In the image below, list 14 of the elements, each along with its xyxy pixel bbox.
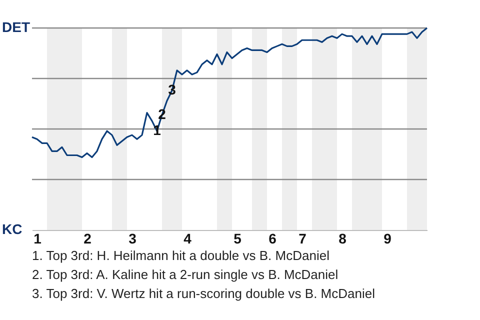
x-tick-label: 6 (268, 230, 277, 246)
x-tick-label: 1 (34, 230, 42, 246)
x-tick-label: 8 (338, 230, 347, 246)
text: 1. Top 3rd: H. Heilmann hit a double vs B. McDaniel (32, 247, 330, 265)
x-tick-label: 2 (84, 230, 92, 246)
text: DET (2, 19, 30, 35)
text: KC (2, 221, 22, 237)
x-tick-label: 7 (298, 230, 307, 246)
x-tick-label: 5 (234, 230, 242, 246)
text: 3. Top 3rd: V. Wertz hit a run-scoring double vs B. McDaniel (32, 285, 375, 303)
x-tick-label: 4 (184, 230, 192, 246)
x-tick-label: 9 (384, 230, 392, 246)
x-tick-label: 3 (128, 230, 137, 246)
text: 2. Top 3rd: A. Kaline hit a 2-run single vs B. McDaniel (32, 266, 340, 284)
